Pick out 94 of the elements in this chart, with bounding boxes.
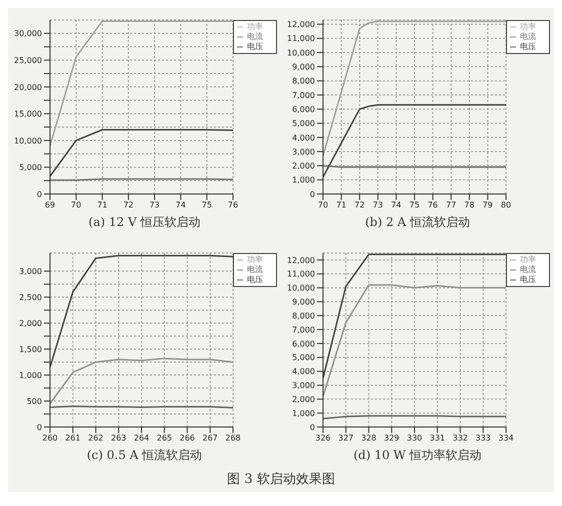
legend-label: 功率 (247, 22, 263, 31)
x-tick-label: 69 (44, 200, 56, 210)
y-tick-label: 3,000 (19, 267, 42, 276)
x-tick-label: 77 (446, 200, 456, 210)
y-tick-label: 5,000 (292, 353, 315, 362)
y-tick-label: 10,000 (287, 48, 315, 58)
x-tick-label: 266 (180, 434, 195, 443)
y-tick-label: 2,000 (292, 395, 315, 404)
y-tick-label: 8,000 (292, 76, 315, 86)
y-tick-label: 4,000 (292, 133, 315, 142)
x-tick-label: 330 (406, 434, 422, 443)
y-tick-label: 12,000 (287, 256, 315, 265)
legend-label: 功率 (520, 255, 536, 264)
y-tick-label: 2,000 (292, 162, 315, 171)
x-tick-label: 76 (228, 200, 238, 210)
y-tick-label: 10,000 (287, 284, 315, 293)
text: (b) 2 A 恒流软启动 (365, 214, 470, 231)
x-tick-label: 70 (318, 200, 328, 210)
x-tick-label: 73 (372, 200, 383, 210)
legend-label: 电压 (247, 42, 263, 51)
legend-label: 电流 (247, 32, 263, 41)
text: (c) 0.5 A 恒流软启动 (86, 447, 202, 464)
x-tick-label: 331 (430, 434, 446, 443)
y-tick-label: 11,000 (287, 270, 315, 279)
legend-label: 电流 (247, 265, 263, 274)
x-tick-label: 80 (500, 200, 512, 210)
caption: 图 3 软启动效果图 (226, 471, 336, 488)
x-tick-label: 263 (110, 434, 126, 443)
x-tick-label: 75 (409, 200, 420, 210)
y-tick-label: 10,000 (14, 136, 42, 146)
x-tick-label: 327 (338, 434, 354, 443)
y-tick-label: 25,000 (14, 56, 42, 65)
y-tick-label: 2,000 (19, 318, 42, 328)
y-tick-label: 7,000 (292, 90, 315, 100)
x-tick-label: 71 (97, 200, 108, 210)
x-tick-label: 268 (225, 434, 241, 443)
y-tick-label: 3,000 (292, 381, 315, 390)
y-tick-label: 3,000 (292, 147, 315, 156)
y-tick-label: 5,000 (292, 119, 315, 128)
x-tick-label: 326 (315, 434, 331, 443)
legend-label: 电压 (520, 275, 536, 284)
x-tick-label: 75 (202, 200, 212, 210)
x-tick-label: 264 (134, 434, 150, 443)
y-tick-label: 7,000 (292, 325, 315, 334)
y-tick-label: 9,000 (292, 298, 315, 307)
y-tick-label: 1,000 (292, 408, 315, 418)
x-tick-label: 265 (156, 434, 172, 443)
x-tick-label: 79 (482, 200, 493, 210)
x-tick-label: 262 (88, 434, 104, 443)
text: (a) 12 V 恒压软启动 (88, 214, 200, 231)
x-tick-label: 332 (452, 434, 468, 443)
y-tick-label: 5,000 (19, 163, 42, 172)
x-tick-label: 260 (42, 434, 58, 443)
y-tick-label: 6,000 (292, 339, 315, 348)
x-tick-label: 72 (123, 200, 134, 210)
y-tick-label: 2,500 (19, 292, 42, 302)
y-tick-label: 9,000 (292, 62, 315, 72)
y-tick-label: 12,000 (287, 20, 315, 30)
legend-label: 电流 (520, 265, 536, 274)
x-tick-label: 78 (464, 200, 474, 210)
y-tick-label: 0 (310, 422, 315, 432)
x-tick-label: 74 (391, 200, 402, 210)
x-tick-label: 71 (336, 200, 346, 210)
y-tick-label: 30,000 (14, 29, 42, 38)
legend-label: 电压 (520, 42, 536, 51)
x-tick-label: 74 (176, 200, 186, 210)
y-tick-label: 11,000 (287, 34, 315, 44)
y-tick-label: 0 (310, 190, 315, 199)
x-tick-label: 328 (361, 434, 376, 443)
x-tick-label: 70 (71, 200, 82, 210)
y-tick-label: 8,000 (292, 311, 315, 320)
x-tick-label: 267 (202, 434, 218, 443)
y-tick-label: 4,000 (292, 367, 315, 376)
x-tick-label: 334 (498, 434, 514, 443)
x-tick-label: 72 (354, 200, 365, 210)
y-tick-label: 6,000 (292, 104, 315, 114)
y-tick-label: 15,000 (14, 110, 42, 119)
x-tick-label: 261 (65, 434, 81, 443)
y-tick-label: 20,000 (14, 82, 42, 92)
legend-label: 功率 (247, 255, 263, 264)
y-tick-label: 1,000 (19, 370, 42, 380)
legend-label: 电压 (247, 275, 263, 284)
x-tick-label: 329 (384, 434, 400, 443)
text: (d) 10 W 恒功率软启动 (353, 447, 482, 464)
y-tick-label: 1,000 (292, 176, 315, 185)
legend-label: 电流 (520, 32, 536, 41)
x-tick-label: 76 (428, 200, 438, 210)
legend-label: 功率 (520, 22, 536, 31)
y-tick-label: 0 (36, 190, 42, 199)
y-tick-label: 1,500 (19, 344, 42, 354)
x-tick-label: 333 (475, 434, 491, 443)
y-tick-label: 0 (36, 422, 42, 432)
y-tick-label: 500 (26, 396, 42, 406)
x-tick-label: 73 (149, 200, 160, 210)
